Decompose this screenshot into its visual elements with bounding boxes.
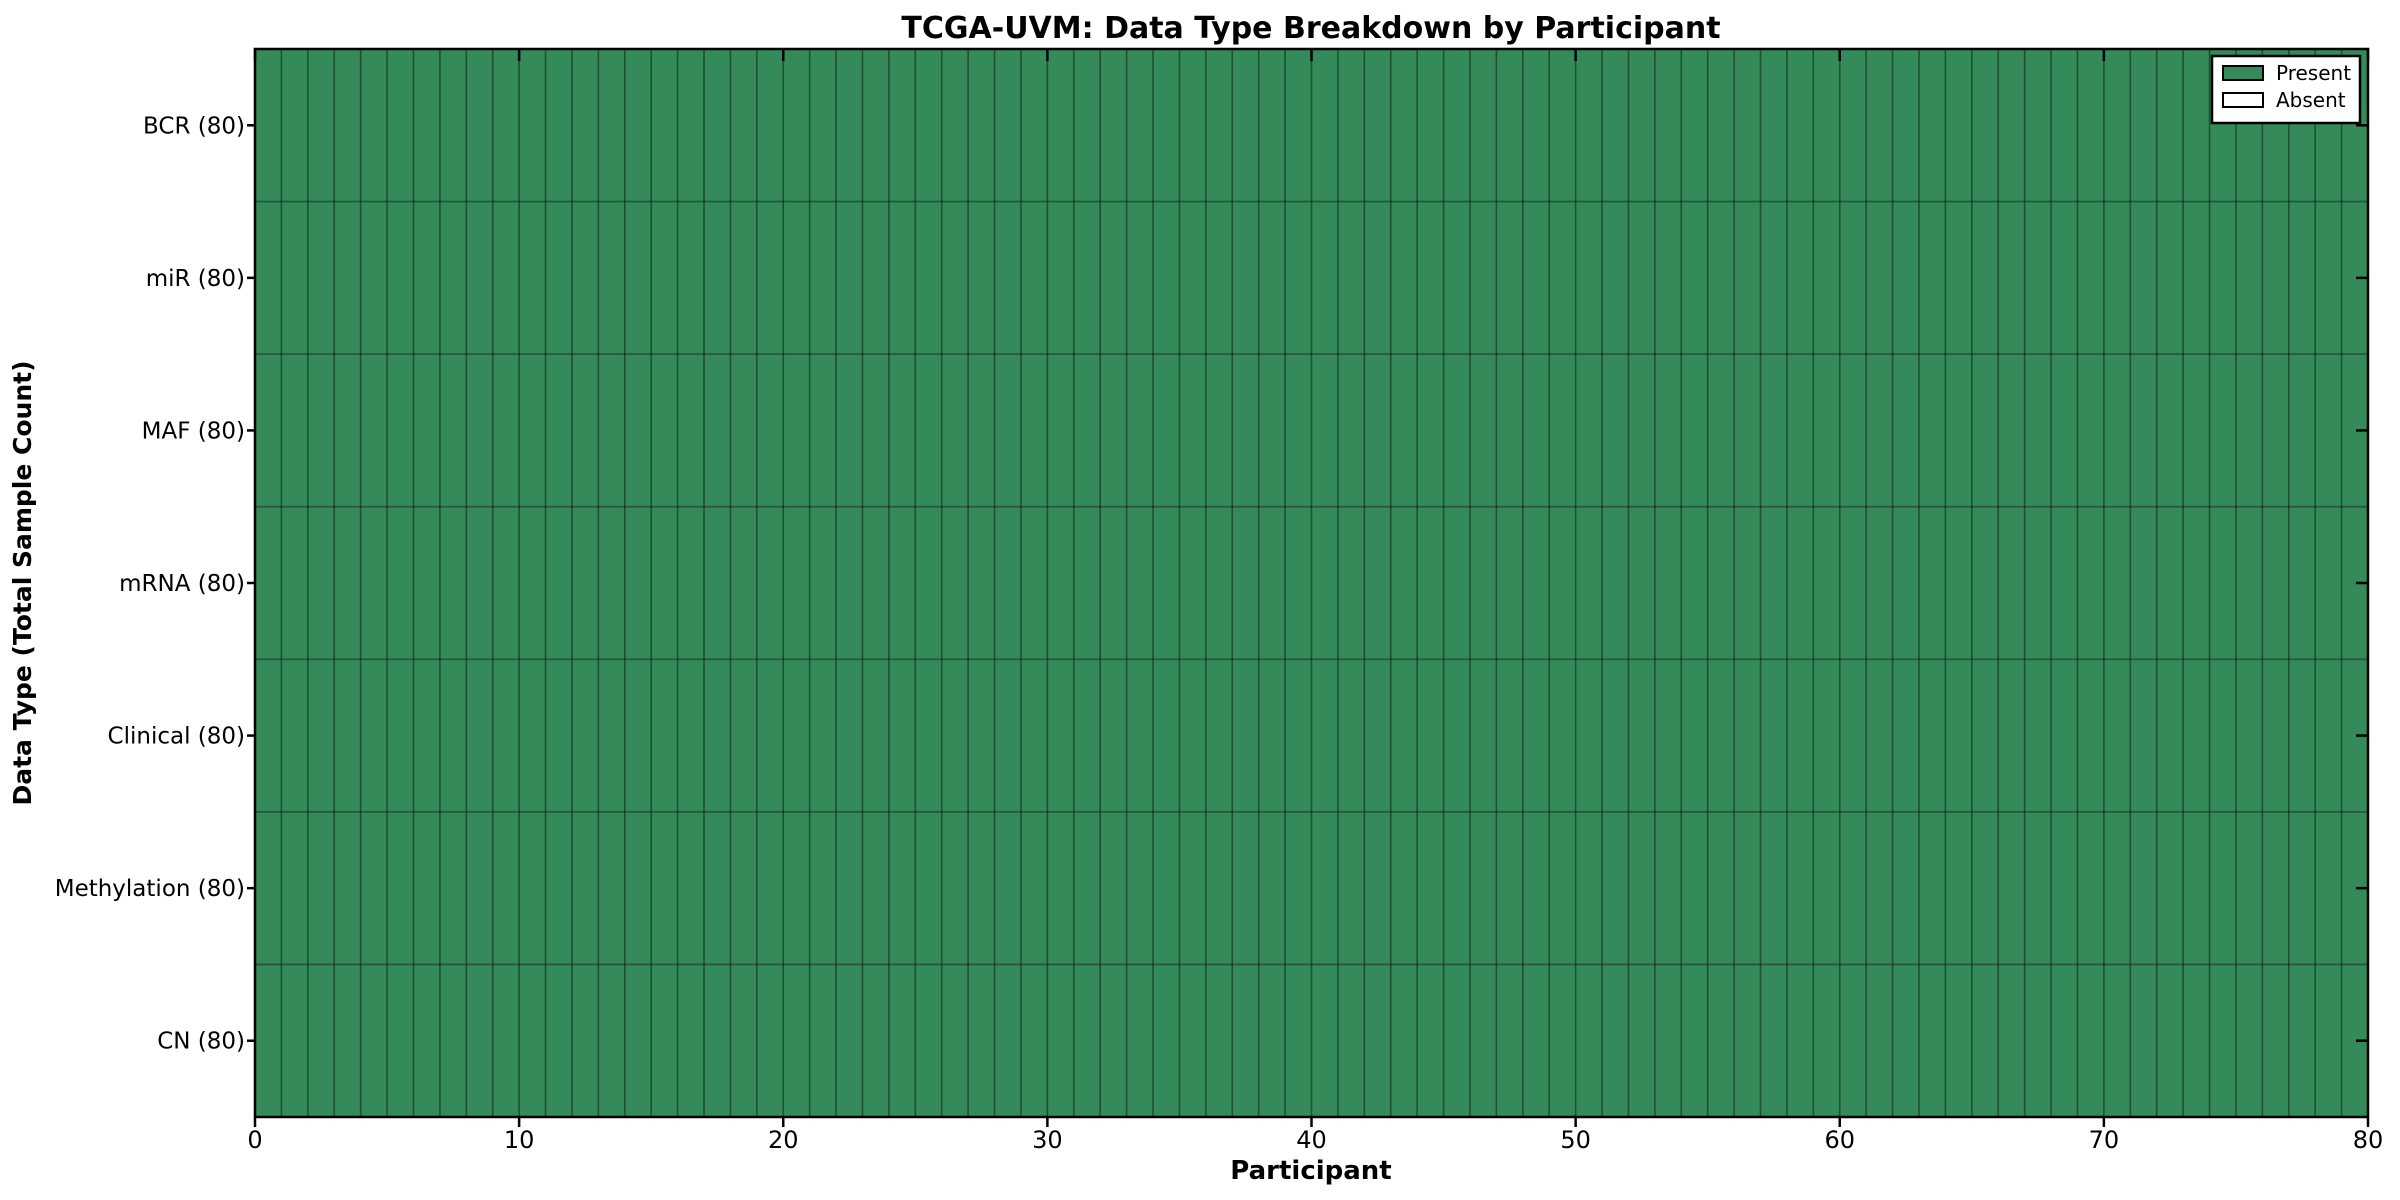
row-present-bar (255, 964, 2368, 1117)
legend-label-absent: Absent (2276, 88, 2346, 112)
x-tick-label: 50 (1560, 1126, 1591, 1154)
chart-title: TCGA-UVM: Data Type Breakdown by Partici… (901, 11, 1720, 46)
legend-swatch-absent (2222, 92, 2264, 108)
x-tick-label: 30 (1032, 1126, 1063, 1154)
y-row-label: CN (80) (157, 1029, 245, 1055)
legend: Present Absent (2210, 54, 2362, 125)
y-row-label: MAF (80) (142, 418, 245, 444)
y-row-label: mRNA (80) (119, 571, 245, 597)
y-row-label: Clinical (80) (108, 724, 245, 750)
axis-tick-labels-layer: 0 10 20 30 40 50 60 70 80 BCR (80) miR (80) MAF (80… (55, 113, 2384, 1154)
x-tick-label: 60 (1824, 1126, 1855, 1154)
x-axis-label: Participant (1230, 1156, 1391, 1186)
row-present-bar (255, 811, 2368, 965)
cell-grid-layer (254, 48, 2369, 1118)
x-tick-label: 40 (1296, 1126, 1327, 1154)
y-row-label: miR (80) (146, 266, 245, 292)
x-tick-label: 80 (2353, 1126, 2384, 1154)
x-tick-label: 70 (2089, 1126, 2120, 1154)
heatmap-cells-layer (255, 49, 2368, 1117)
x-tick-label: 0 (247, 1126, 262, 1154)
legend-label-present: Present (2276, 61, 2351, 85)
y-row-label: BCR (80) (143, 113, 245, 139)
x-tick-label: 20 (768, 1126, 799, 1154)
x-tick-label: 10 (504, 1126, 535, 1154)
y-row-label: Methylation (80) (55, 876, 245, 902)
row-present-bar (255, 506, 2368, 660)
row-present-bar (255, 659, 2368, 812)
y-axis-label: Data Type (Total Sample Count) (8, 360, 37, 805)
axis-ticks-layer (247, 49, 2370, 1127)
row-present-bar (255, 49, 2368, 202)
row-present-bar (255, 354, 2368, 507)
row-present-bar (255, 201, 2368, 355)
legend-swatch-present (2222, 65, 2264, 81)
